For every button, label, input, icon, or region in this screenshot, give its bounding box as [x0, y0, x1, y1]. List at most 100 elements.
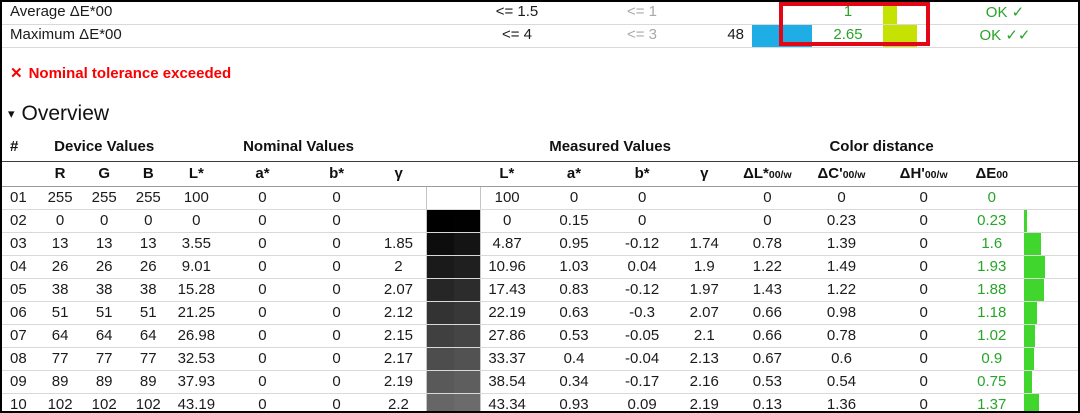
delta-l-value: 1.43: [739, 278, 796, 302]
nominal-gamma: 1.85: [370, 232, 427, 256]
col-nominal-bstar: b*: [302, 161, 371, 187]
delta-l-value: 0.67: [739, 347, 796, 371]
delta-c-value: 0.54: [795, 370, 888, 394]
delta-c-value: 1.36: [795, 393, 888, 411]
delta-l-value: 0.13: [739, 393, 796, 411]
delta-e-bar: [1023, 209, 1027, 231]
measured-gamma: 2.13: [669, 347, 740, 371]
delta-e-bar: [1023, 370, 1032, 392]
delta-e-value: 0: [959, 186, 1024, 210]
measured-astar: 0.15: [532, 209, 616, 233]
delta-h-value: 0: [887, 347, 960, 371]
color-swatch: [426, 370, 482, 394]
nominal-gamma: 2: [370, 255, 427, 279]
delta-e-bar-cell: [1023, 278, 1078, 302]
row-number: 10: [2, 393, 39, 411]
row-number: 04: [2, 255, 39, 279]
nominal-gamma: [370, 209, 427, 233]
measured-bstar: -0.3: [615, 301, 670, 325]
delta-c-value: 1.22: [795, 278, 888, 302]
device-r: 13: [38, 232, 83, 256]
column-header-row: R G B L* a* b* γ L* a* b* γ ΔL*00/w ΔC'0…: [2, 161, 1078, 187]
swatch-nominal: [427, 347, 454, 369]
measured-lstar: 38.54: [480, 370, 533, 394]
nominal-bstar: 0: [302, 370, 371, 394]
device-b: 77: [126, 347, 171, 371]
device-g: 13: [82, 232, 127, 256]
nominal-lstar: 32.53: [170, 347, 223, 371]
device-g: 26: [82, 255, 127, 279]
measured-lstar: 100: [480, 186, 533, 210]
swatch-halves: [427, 347, 480, 369]
nominal-values-group-header: Nominal Values: [170, 133, 427, 162]
overview-table-body: 01 255 255 255 100 0 0 100 0 0 0 0 0 0 02 0 0 0 0 0 0 0 0.15 0 0…: [2, 186, 1078, 411]
row-number: 05: [2, 278, 39, 302]
device-b: 38: [126, 278, 171, 302]
delta-h-value: 0: [887, 370, 960, 394]
delta-h-value: 0: [887, 278, 960, 302]
swatch-measured: [453, 301, 480, 323]
color-swatch: [426, 186, 482, 210]
measured-bstar: -0.04: [615, 347, 670, 371]
device-r: 26: [38, 255, 83, 279]
delta-e-bar-cell: [1023, 393, 1078, 411]
swatch-nominal: [427, 278, 454, 300]
nominal-astar: 0: [222, 393, 303, 411]
summary-label: Maximum ΔE*00: [10, 26, 122, 43]
measured-lstar: 27.86: [480, 324, 533, 348]
nominal-astar: 0: [222, 209, 303, 233]
delta-e-bar-cell: [1023, 255, 1078, 279]
delta-e-value: 1.6: [959, 232, 1024, 256]
summary-label: Average ΔE*00: [10, 3, 113, 20]
swatch-halves: [427, 186, 480, 208]
delta-e-value: 0.23: [959, 209, 1024, 233]
swatch-measured: [453, 347, 480, 369]
device-b: 255: [126, 186, 171, 210]
delta-e-bar-cell: [1023, 232, 1078, 256]
overview-section-header[interactable]: ▾ Overview: [8, 102, 1078, 126]
delta-e-bar-cell: [1023, 186, 1078, 210]
color-swatch: [426, 278, 482, 302]
delta-l-value: 0.53: [739, 370, 796, 394]
measured-lstar: 17.43: [480, 278, 533, 302]
swatch-measured: [453, 255, 480, 277]
delta-h-value: 0: [887, 255, 960, 279]
measured-values-group-header: Measured Values: [480, 133, 740, 162]
chevron-down-icon[interactable]: ▾: [8, 106, 15, 121]
swatch-measured: [453, 393, 480, 411]
measured-astar: 0.34: [532, 370, 616, 394]
nominal-gamma: 2.19: [370, 370, 427, 394]
measured-bstar: -0.12: [615, 232, 670, 256]
measured-lstar: 33.37: [480, 347, 533, 371]
color-swatch: [426, 209, 482, 233]
recommended-limit: <= 3: [626, 26, 658, 43]
measured-astar: 0.95: [532, 232, 616, 256]
device-g: 102: [82, 393, 127, 411]
table-row: 10 102 102 102 43.19 0 0 2.2 43.34 0.93 0.09 2.19 0.…: [2, 393, 1078, 411]
recommended-limit: <= 1: [626, 3, 658, 20]
col-measured-astar: a*: [532, 161, 616, 187]
delta-e-bar: [1023, 324, 1035, 346]
delta-c-value: 0.6: [795, 347, 888, 371]
swatch-halves: [427, 324, 480, 346]
swatch-measured: [453, 209, 480, 231]
device-r: 89: [38, 370, 83, 394]
col-r: R: [38, 161, 83, 187]
col-nominal-lstar: L*: [170, 161, 223, 187]
swatch-nominal: [427, 186, 454, 208]
table-row: 01 255 255 255 100 0 0 100 0 0 0 0 0 0: [2, 186, 1078, 210]
delta-l-value: 0.78: [739, 232, 796, 256]
nominal-astar: 0: [222, 301, 303, 325]
measured-bstar: 0: [615, 209, 670, 233]
table-row: 08 77 77 77 32.53 0 0 2.17 33.37 0.4 -0.04 2.13 0.67…: [2, 347, 1078, 371]
swatch-measured: [453, 278, 480, 300]
delta-h-value: 0: [887, 393, 960, 411]
device-r: 38: [38, 278, 83, 302]
summary-row-average: Average ΔE*00 <= 1.5 <= 1 1 OK ✓: [2, 2, 1078, 25]
bar-group-header: [1023, 133, 1078, 162]
swatch-nominal: [427, 209, 454, 231]
measured-gamma: 1.74: [669, 232, 740, 256]
col-delta-h: ΔH'00/w: [887, 161, 960, 187]
color-swatch: [426, 393, 482, 411]
measured-bstar: -0.05: [615, 324, 670, 348]
